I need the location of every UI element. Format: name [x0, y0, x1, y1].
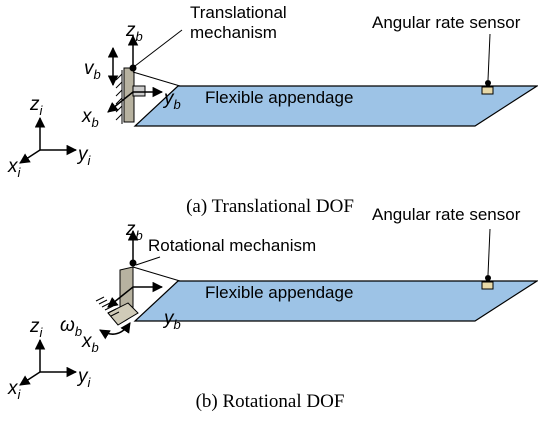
axis-subscript: i	[18, 165, 22, 180]
sensor-dot	[485, 80, 491, 86]
hatch	[116, 82, 122, 88]
axis-symbol: z	[29, 316, 40, 337]
axis-subscript: b	[92, 115, 99, 130]
leader	[136, 257, 160, 265]
edge	[133, 267, 180, 281]
appendage-label: Flexible appendage	[205, 283, 353, 302]
rotation-arrow	[100, 323, 130, 334]
hatch	[99, 300, 107, 304]
axis-label: zi	[29, 94, 44, 118]
mechanism-label: mechanism	[190, 23, 277, 42]
mechanism-label: Translational	[190, 3, 287, 22]
axis-label: vb	[84, 58, 101, 82]
axis-label: zb	[125, 219, 143, 243]
sensor-dot	[485, 275, 491, 281]
axis-label: yi	[76, 366, 92, 390]
sensor	[482, 87, 493, 94]
axis-symbol: z	[125, 219, 136, 240]
caption: (b) Rotational DOF	[196, 391, 345, 412]
axis-subscript: b	[136, 29, 143, 44]
axis-symbol: ω	[60, 315, 75, 336]
sensor-label: Angular rate sensor	[372, 13, 521, 32]
caption: (a) Translational DOF	[186, 196, 354, 217]
leader	[488, 34, 490, 80]
axis-subscript: i	[40, 103, 44, 118]
axis-label: xb	[81, 331, 99, 355]
hatch	[96, 297, 104, 301]
axis-label: xi	[7, 378, 22, 402]
axis-subscript: b	[75, 324, 82, 339]
edge	[133, 72, 180, 86]
axis-label: ωb	[60, 315, 82, 339]
axis-subscript: i	[40, 325, 44, 340]
axis-subscript: b	[136, 228, 143, 243]
axis-label: xi	[7, 156, 22, 180]
axis-symbol: z	[125, 20, 136, 41]
axis-subscript: b	[174, 317, 181, 332]
appendage-label: Flexible appendage	[205, 88, 353, 107]
axis-subscript: b	[94, 67, 101, 82]
hatch	[116, 90, 122, 96]
axis-subscript: i	[88, 153, 92, 168]
hatch	[116, 114, 122, 120]
axis-subscript: b	[92, 340, 99, 355]
arrow	[20, 372, 40, 385]
axis-symbol: z	[29, 94, 40, 115]
arrow	[20, 150, 40, 163]
figure: Flexible appendageAngular rate sensorvbz…	[0, 0, 538, 439]
axis-label: zb	[125, 20, 143, 44]
hatch	[116, 106, 122, 112]
axis-label: yi	[76, 144, 92, 168]
axis-label: zi	[29, 316, 44, 340]
axis-subscript: i	[18, 387, 22, 402]
axis-subscript: b	[174, 97, 181, 112]
sensor	[482, 282, 493, 289]
mechanism-bracket	[133, 86, 145, 96]
leader	[488, 229, 490, 275]
hatch	[116, 74, 122, 80]
sensor-label: Angular rate sensor	[372, 205, 521, 224]
axis-subscript: i	[88, 375, 92, 390]
axis-label: xb	[81, 106, 99, 130]
mechanism-label: Rotational mechanism	[148, 236, 316, 255]
